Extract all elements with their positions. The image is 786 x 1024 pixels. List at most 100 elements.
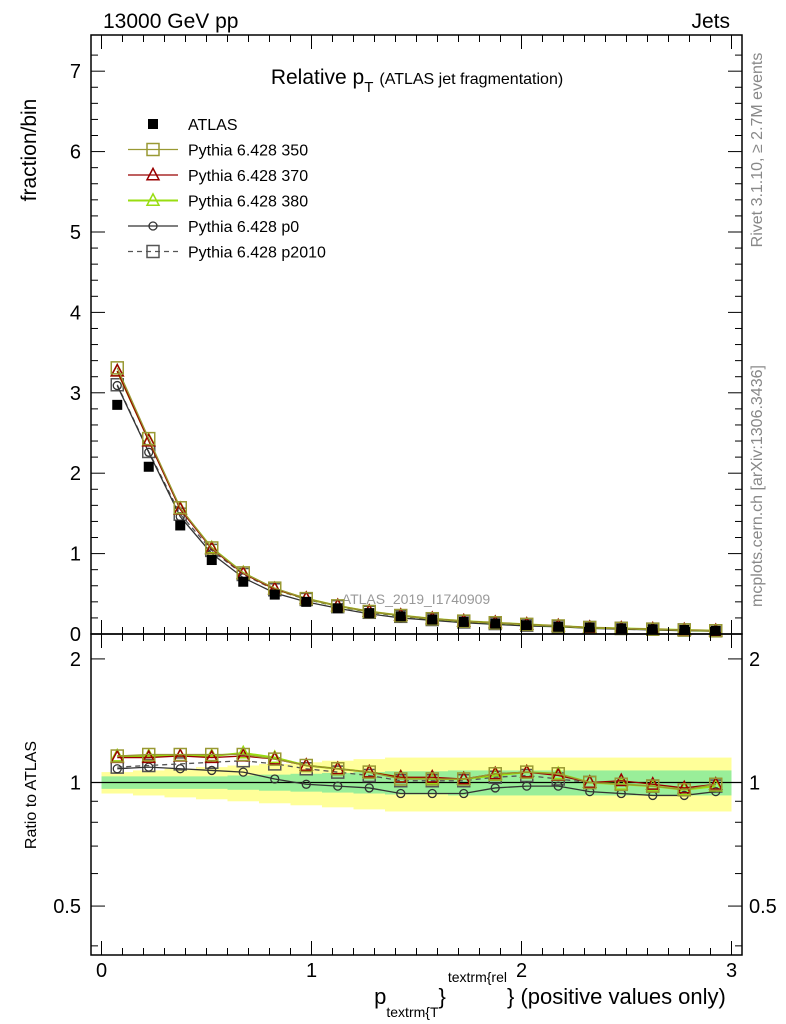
ratio-point-p370 [141,749,156,764]
data-point-atlas [647,624,658,635]
energy-label: 13000 GeV pp [103,10,238,33]
ratio-point-p380 [614,776,629,790]
y-tick-label: 5 [70,222,81,244]
legend-label-p2010: Pythia 6.428 p2010 [188,245,326,262]
axes-layer: 0 1 2 3 0 1 2 3 4 5 6 7 0.5 0.5 1 1 2 2 [53,34,777,982]
legend: ATLAS Pythia 6.428 350 Pythia 6.428 370 Pyt… [128,117,326,262]
data-point-atlas [553,621,564,632]
ratio-point-p380 [236,744,251,759]
data-point-atlas [301,596,312,607]
ratio-point-p350 [551,767,565,781]
y-axis-label: fraction/bin [18,99,41,202]
series-point-p350 [520,617,534,632]
y-tick-label: 4 [70,302,81,324]
ratio-point-p350 [677,783,691,797]
ratio-point-p0 [396,788,406,799]
ratio-point-p370 [488,765,503,780]
data-point-atlas [332,603,343,614]
series-point-p350 [488,615,502,630]
analysis-watermark: ATLAS_2019_I1740909 [342,591,491,607]
ratio-point-p350 [362,765,376,779]
y-tick-label: 1 [70,544,81,566]
data-point-atlas [584,622,595,633]
data-point-atlas [710,625,721,636]
data-point-atlas [143,461,154,472]
rivet-label: Rivet 3.1.10, ≥ 2.7M events [749,53,766,248]
ratio-point-p370 [425,769,440,783]
series-point-p0 [144,447,154,457]
x-tick-label: 2 [516,960,527,982]
ratio-point-p370 [519,763,534,778]
data-point-atlas [206,555,217,566]
ratio-tick-label: 0.5 [53,896,81,918]
series-point-p370 [110,362,125,377]
ratio-tick-label: 1 [70,772,81,794]
legend-marker-p350 [146,142,160,157]
series-point-p350 [205,541,219,555]
process-label: Jets [691,10,730,33]
legend-label-p350: Pythia 6.428 350 [188,143,308,160]
ratio-point-p370 [204,749,219,764]
ratio-point-p350 [457,772,471,786]
data-point-atlas [395,611,406,622]
ratio-point-p370 [677,779,692,794]
x-tick-label: 0 [96,960,107,982]
ratio-point-p380 [551,765,566,780]
data-point-atlas [521,620,532,631]
ratio-point-p0 [270,774,280,784]
y-tick-label: 3 [70,383,81,405]
series-point-p350 [457,614,471,628]
y-tick-label: 6 [70,142,81,164]
ratio-point-p370 [708,776,723,790]
ratio-point-p0 [301,779,311,789]
ratio-point-p350 [646,779,660,793]
legend-marker-atlas [148,119,158,129]
series-point-p370 [141,432,156,447]
ratio-point-p0 [490,783,500,793]
legend-label-p380: Pythia 6.428 380 [188,194,308,211]
legend-label-atlas: ATLAS [188,117,238,134]
ratio-point-p350 [520,765,534,779]
data-point-atlas [616,623,627,634]
ratio-point-p370 [645,776,660,790]
series-point-p350 [709,624,723,638]
data-point-atlas [238,576,249,587]
ratio-y-axis-label: Ratio to ATLAS [23,741,40,849]
series-point-p350 [646,622,660,636]
x-axis-label: ptextrm{T}textrm{rel} (positive values o… [374,969,726,1020]
legend-marker-p0 [148,221,158,231]
ratio-point-p350 [394,772,408,786]
ratio-point-p370 [614,772,629,787]
series-point-p350 [425,611,439,626]
ratio-point-p350 [110,749,124,763]
series-point-p350 [394,608,408,623]
plot-title: Relative pT (ATLAS jet fragmentation) [271,66,563,96]
ratio-point-p350 [425,772,439,786]
series-point-p350 [110,361,124,375]
series-point-p0 [112,380,122,391]
series-layer [110,361,723,638]
ratio-point-p350 [236,747,250,762]
ratio-point-p350 [142,747,156,762]
data-point-atlas [364,608,375,619]
ratio-point-p350 [173,747,187,762]
ratio-point-p2010 [173,757,187,771]
ratio-point-p380 [425,770,440,785]
ratio-point-p370 [393,769,408,783]
ratio-point-p350 [205,747,219,762]
ratio-point-p350 [488,767,502,781]
ratio-point-p0 [144,762,154,772]
ratio-point-p0 [238,767,248,777]
data-point-atlas [175,520,186,531]
ratio-point-p0 [333,781,343,791]
ratio-point-p350 [583,775,597,790]
source-label: mcplots.cern.ch [arXiv:1306.3436] [749,365,766,607]
x-tick-label: 3 [726,960,737,982]
data-point-atlas [458,616,469,627]
ratio-point-p0 [459,788,469,799]
ratio-point-p0 [175,764,185,774]
series-point-p350 [142,431,156,446]
data-point-atlas [490,618,501,629]
ratio-point-p350 [299,758,313,773]
ratio-tick-label-right: 2 [749,649,760,671]
